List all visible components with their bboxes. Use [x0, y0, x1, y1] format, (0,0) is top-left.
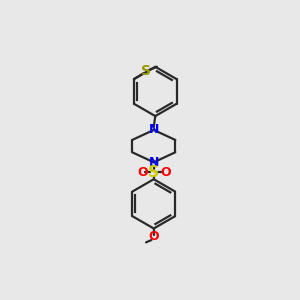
Text: S: S	[148, 165, 159, 180]
Text: S: S	[141, 64, 151, 78]
Text: O: O	[160, 166, 171, 179]
Text: O: O	[148, 230, 159, 244]
Text: N: N	[148, 156, 159, 169]
Text: O: O	[137, 166, 148, 179]
Text: N: N	[148, 123, 159, 136]
